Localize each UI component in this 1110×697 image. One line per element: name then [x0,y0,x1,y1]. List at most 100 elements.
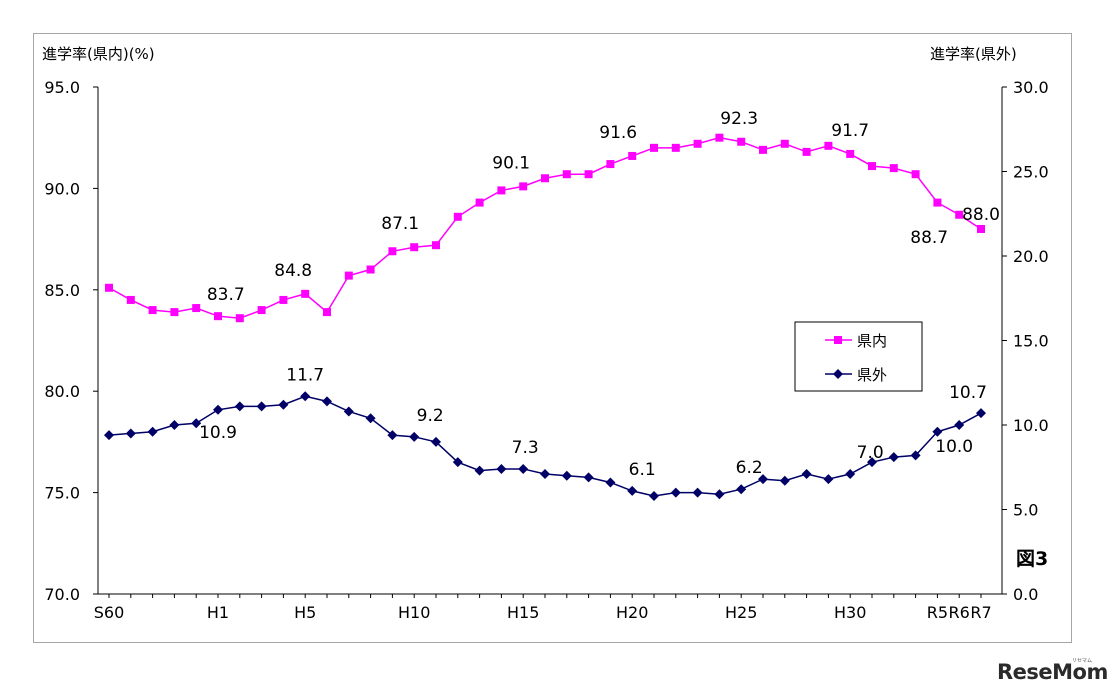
point-kengai [147,426,158,437]
right-axis-title: 進学率(県外) [930,45,1017,63]
point-kengai [561,470,572,481]
point-kennai [323,308,331,317]
left-tick-label: 75.0 [44,484,80,503]
point-kengai [431,436,441,447]
left-tick-label: 70.0 [44,585,80,604]
point-kengai [736,484,747,495]
point-kennai [541,174,549,183]
watermark-subtext: リセマム [1072,658,1093,664]
x-tick-label: H5 [294,603,316,622]
data-label: 83.7 [207,285,245,305]
point-kengai [213,404,223,415]
data-label: 7.0 [857,443,884,463]
point-kengai [801,469,812,480]
point-kengai [649,490,659,501]
right-tick-label: 25.0 [1013,163,1049,182]
point-kennai [650,143,658,152]
figure-label: 図3 [1016,548,1049,570]
point-kennai [192,304,201,313]
point-kennai [126,295,135,304]
x-tick-label: H1 [207,603,229,622]
x-tick-label: S60 [94,603,125,622]
data-label: 7.3 [512,438,539,458]
point-kennai [214,312,222,321]
x-tick-label: R5 [927,603,948,622]
left-axis-title: 進学率(県内)(%) [42,45,155,63]
data-label: 87.1 [381,214,419,234]
point-kennai [235,314,244,323]
point-kennai [671,143,680,152]
data-label: 92.3 [720,109,758,129]
tick-labels: 70.0 75.0 80.0 85.0 90.0 95.0 0.0 5.0 10.0 15.0 20… [44,78,1048,622]
point-kennai [824,141,833,150]
data-label: 10.9 [199,423,237,443]
point-kengai [256,401,267,412]
x-tick-label: R6 [949,603,970,622]
series-markers [104,133,986,501]
point-kennai [344,271,353,280]
point-kengai [518,463,529,474]
x-tick-label: H15 [507,603,539,622]
point-kennai [606,160,615,169]
point-kengai [976,408,986,419]
left-tick-label: 85.0 [44,281,80,300]
point-kennai [170,308,179,317]
point-kengai [779,475,790,486]
watermark-logo: ReseMom [997,660,1108,684]
point-kengai [823,474,834,485]
data-label: 9.2 [417,406,444,426]
chart-frame [33,33,1072,643]
point-kennai [955,210,964,219]
point-kennai [366,265,375,274]
point-kennai [388,247,397,256]
point-kengai [932,426,943,437]
point-kennai [846,149,855,158]
right-tick-label: 5.0 [1013,501,1038,520]
data-labels: 83.7 84.8 87.1 90.1 91.6 92.3 91.7 88.7 88.0 10.9… [199,109,1000,480]
data-label: 11.7 [286,365,324,385]
left-tick-label: 80.0 [44,382,80,401]
point-kengai [322,396,332,407]
point-kengai [169,420,180,430]
point-kengai [125,428,136,439]
data-label: 10.7 [949,383,987,403]
point-kennai [279,295,288,304]
point-kennai [715,133,724,142]
point-kengai [758,474,768,485]
point-kengai [234,401,245,412]
left-tick-label: 90.0 [44,179,80,198]
x-tick-label: H10 [398,603,430,622]
point-kengai [387,430,398,441]
point-kennai [475,198,484,207]
legend-marker-diamond [833,369,843,379]
point-kengai [627,485,638,496]
point-kengai [409,431,420,442]
point-kengai [888,452,899,463]
legend-box [794,321,923,392]
x-tick-label: H30 [834,603,866,622]
point-kengai [583,472,594,483]
right-tick-label: 15.0 [1013,332,1049,351]
point-kennai [868,162,876,171]
point-kengai [910,450,921,461]
point-kennai [759,145,767,154]
right-tick-label: 10.0 [1013,416,1049,435]
point-kengai [278,399,289,410]
point-kennai [453,212,462,221]
axes [93,86,1007,598]
point-kennai [693,139,702,148]
right-tick-label: 0.0 [1013,585,1038,604]
x-tick-label: H25 [725,603,757,622]
point-kennai [737,137,746,146]
point-kengai [867,457,877,468]
point-kengai [845,469,856,480]
data-label: 90.1 [492,153,530,173]
point-kengai [104,430,114,441]
left-tick-label: 95.0 [44,78,80,97]
point-kennai [562,170,571,179]
legend-label: 県内 [857,332,887,350]
point-kengai [191,418,202,429]
point-kennai [933,198,942,207]
point-kennai [889,164,898,173]
